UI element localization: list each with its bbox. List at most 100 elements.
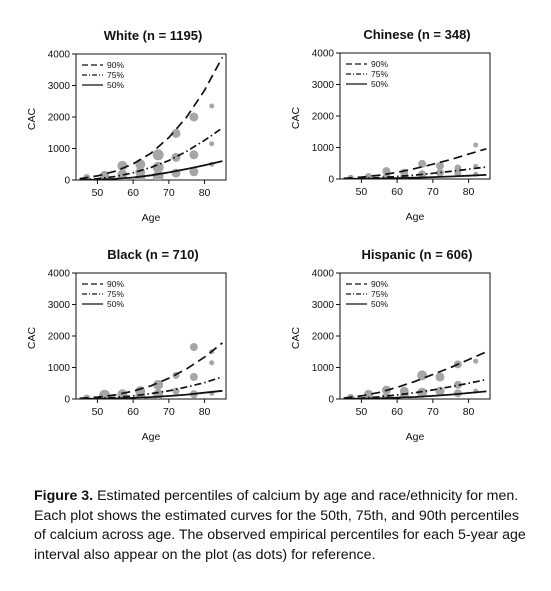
empirical-percentile-dot bbox=[171, 128, 181, 138]
empirical-percentile-dot bbox=[189, 167, 199, 177]
empirical-percentile-dot bbox=[418, 159, 427, 168]
legend-label: 50% bbox=[107, 80, 124, 90]
chart-legend: 90%75%50% bbox=[346, 59, 388, 89]
chart-title: White (n = 1195) bbox=[104, 28, 203, 43]
y-tick-label: 2000 bbox=[48, 113, 71, 124]
y-tick-label: 2000 bbox=[312, 332, 335, 343]
legend-label: 75% bbox=[107, 70, 124, 80]
x-axis-label: Age bbox=[406, 211, 425, 223]
empirical-percentile-dot bbox=[436, 168, 444, 177]
x-tick-label: 60 bbox=[127, 187, 139, 199]
percentile-curve-75 bbox=[79, 376, 223, 399]
chart-panel-2: Chinese (n = 348) 0 1000 2000 3000 4000 50 60 70… bbox=[290, 27, 491, 223]
empirical-percentile-dot bbox=[400, 172, 409, 179]
chart-legend: 90%75%50% bbox=[346, 279, 388, 309]
y-tick-label: 4000 bbox=[312, 49, 335, 60]
empirical-percentile-dot bbox=[417, 387, 428, 398]
x-tick-label: 50 bbox=[92, 406, 104, 418]
x-tick-label: 50 bbox=[92, 187, 104, 199]
percentile-curve-75 bbox=[343, 378, 487, 399]
empirical-percentile-dot bbox=[435, 372, 445, 382]
y-tick-label: 1000 bbox=[48, 144, 71, 155]
y-tick-label: 1000 bbox=[312, 143, 335, 154]
percentile-curve-90 bbox=[343, 351, 487, 399]
y-tick-label: 3000 bbox=[48, 81, 71, 92]
y-tick-label: 1000 bbox=[48, 363, 71, 374]
y-tick-label: 3000 bbox=[312, 300, 335, 311]
chart-legend: 90%75%50% bbox=[82, 60, 124, 90]
x-tick-label: 80 bbox=[463, 406, 475, 418]
y-tick-label: 2000 bbox=[312, 112, 335, 123]
y-tick-label: 1000 bbox=[312, 363, 335, 374]
empirical-percentile-dot bbox=[189, 372, 198, 381]
percentile-curve-90 bbox=[79, 342, 223, 399]
x-tick-label: 70 bbox=[427, 186, 439, 198]
legend-label: 90% bbox=[107, 60, 124, 70]
percentile-curve-90 bbox=[79, 56, 224, 180]
empirical-percentile-dot bbox=[189, 343, 198, 352]
y-tick-label: 2000 bbox=[48, 332, 71, 343]
y-tick-label: 0 bbox=[64, 176, 70, 187]
legend-label: 50% bbox=[107, 299, 124, 309]
plot-data bbox=[343, 142, 487, 179]
percentile-curve-90 bbox=[343, 147, 487, 179]
empirical-percentile-dot bbox=[152, 149, 164, 161]
percentile-curve-50 bbox=[79, 160, 223, 180]
empirical-percentile-dot bbox=[473, 358, 479, 364]
plot-data bbox=[79, 56, 224, 180]
percentile-curve-50 bbox=[343, 390, 487, 399]
empirical-percentile-dot bbox=[152, 161, 164, 173]
x-tick-label: 70 bbox=[163, 187, 175, 199]
chart-panel-4: Hispanic (n = 606) 0 1000 2000 3000 4000 50 60 7… bbox=[290, 247, 491, 443]
percentile-curve-50 bbox=[79, 389, 223, 399]
chart-panel-3: Black (n = 710) 0 1000 2000 3000 4000 50 60 70 80… bbox=[26, 247, 227, 443]
x-axis-label: Age bbox=[406, 431, 425, 443]
x-tick-label: 80 bbox=[199, 187, 211, 199]
empirical-percentile-dot bbox=[135, 173, 146, 180]
plot-frame bbox=[75, 53, 227, 181]
legend-label: 90% bbox=[107, 279, 124, 289]
legend-label: 75% bbox=[371, 289, 388, 299]
empirical-percentile-dot bbox=[153, 379, 164, 390]
y-axis-label: CAC bbox=[26, 107, 38, 130]
empirical-percentile-dot bbox=[189, 112, 199, 122]
y-tick-label: 0 bbox=[64, 395, 70, 406]
x-tick-label: 50 bbox=[356, 186, 368, 198]
legend-label: 50% bbox=[371, 79, 388, 89]
y-tick-label: 0 bbox=[328, 175, 334, 186]
plot-data bbox=[79, 342, 223, 399]
chart-panel-1: White (n = 1195) 0 1000 2000 3000 4000 50 60 70 8… bbox=[26, 28, 227, 224]
y-tick-label: 0 bbox=[328, 395, 334, 406]
percentile-curve-75 bbox=[79, 127, 223, 180]
caption-text: Estimated percentiles of calcium by age … bbox=[34, 488, 526, 563]
y-tick-label: 4000 bbox=[48, 50, 71, 61]
chart-title: Chinese (n = 348) bbox=[363, 27, 470, 42]
y-tick-label: 3000 bbox=[48, 300, 71, 311]
empirical-percentile-dot bbox=[435, 386, 445, 396]
empirical-percentile-dot bbox=[171, 152, 181, 162]
empirical-percentile-dot bbox=[209, 141, 215, 147]
legend-label: 75% bbox=[371, 69, 388, 79]
y-axis-label: CAC bbox=[290, 106, 302, 129]
x-tick-label: 60 bbox=[391, 186, 403, 198]
figure-caption: Figure 3. Estimated percentiles of calci… bbox=[34, 487, 534, 565]
x-tick-label: 80 bbox=[199, 406, 211, 418]
empirical-percentile-dot bbox=[436, 161, 444, 170]
legend-label: 50% bbox=[371, 299, 388, 309]
x-tick-label: 60 bbox=[391, 406, 403, 418]
x-tick-label: 50 bbox=[356, 406, 368, 418]
y-axis-label: CAC bbox=[26, 326, 38, 349]
chart-legend: 90%75%50% bbox=[82, 279, 124, 309]
y-axis-label: CAC bbox=[290, 326, 302, 349]
plot-frame bbox=[339, 52, 491, 180]
legend-label: 90% bbox=[371, 59, 388, 69]
x-tick-label: 60 bbox=[127, 406, 139, 418]
empirical-percentile-dot bbox=[453, 380, 462, 389]
empirical-percentile-dot bbox=[189, 150, 199, 160]
legend-label: 75% bbox=[107, 289, 124, 299]
chart-title: Hispanic (n = 606) bbox=[362, 247, 473, 262]
x-axis-label: Age bbox=[142, 212, 161, 224]
empirical-percentile-dot bbox=[209, 103, 215, 109]
empirical-percentile-dot bbox=[209, 360, 215, 366]
empirical-percentile-dot bbox=[117, 160, 128, 171]
